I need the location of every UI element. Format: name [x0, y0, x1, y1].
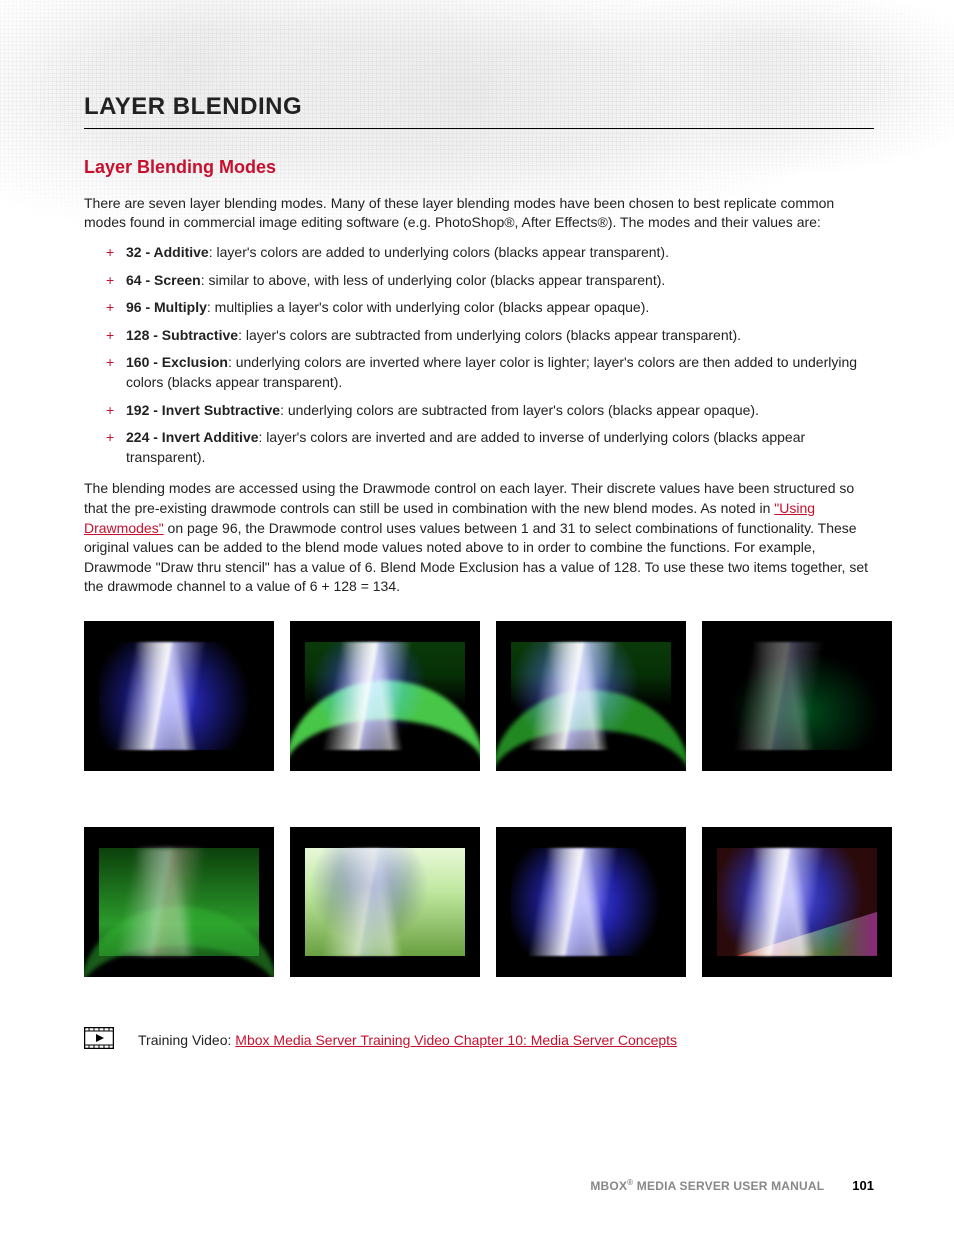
thumb-subtractive: [84, 827, 274, 977]
thumb-screen: [496, 621, 686, 771]
thumb-multiply: [702, 621, 892, 771]
blend-mode-item: 96 - Multiply: multiplies a layer's colo…: [112, 298, 874, 318]
blend-mode-lead: 64 - Screen: [126, 272, 201, 288]
blend-mode-lead: 96 - Multiply: [126, 299, 207, 315]
training-video-text: Training Video: Mbox Media Server Traini…: [138, 1031, 677, 1051]
footer-page-number: 101: [852, 1177, 874, 1195]
section-subtitle: Layer Blending Modes: [84, 155, 874, 180]
blend-mode-desc: : underlying colors are subtracted from …: [280, 402, 759, 418]
footer-product-label: MBOX® MEDIA SERVER USER MANUAL: [590, 1177, 824, 1195]
thumb-invert-additive: [702, 827, 892, 977]
thumb-image: [717, 848, 877, 956]
blend-mode-lead: 192 - Invert Subtractive: [126, 402, 280, 418]
thumbnail-row-2: [84, 827, 874, 977]
blend-mode-item: 160 - Exclusion: underlying colors are i…: [112, 353, 874, 392]
page-footer: MBOX® MEDIA SERVER USER MANUAL 101: [84, 1177, 874, 1195]
thumb-image: [305, 642, 465, 750]
body-paragraph: The blending modes are accessed using th…: [84, 479, 874, 597]
blend-mode-desc: : layer's colors are subtracted from und…: [238, 327, 741, 343]
thumb-image: [717, 642, 877, 750]
body-pre: The blending modes are accessed using th…: [84, 480, 854, 516]
blend-mode-desc: : underlying colors are inverted where l…: [126, 354, 857, 390]
intro-paragraph: There are seven layer blending modes. Ma…: [84, 194, 874, 233]
thumb-original-blue: [84, 621, 274, 771]
thumb-image: [511, 848, 671, 956]
training-video-label: Training Video:: [138, 1032, 235, 1048]
blend-mode-list: 32 - Additive: layer's colors are added …: [84, 243, 874, 467]
blend-mode-lead: 224 - Invert Additive: [126, 429, 259, 445]
footer-product: MBOX: [590, 1179, 627, 1193]
thumb-additive: [290, 621, 480, 771]
blend-mode-desc: : multiplies a layer's color with underl…: [207, 299, 649, 315]
blend-mode-item: 32 - Additive: layer's colors are added …: [112, 243, 874, 263]
blend-mode-item: 192 - Invert Subtractive: underlying col…: [112, 401, 874, 421]
blend-mode-lead: 128 - Subtractive: [126, 327, 238, 343]
blend-mode-item: 224 - Invert Additive: layer's colors ar…: [112, 428, 874, 467]
blend-mode-item: 128 - Subtractive: layer's colors are su…: [112, 326, 874, 346]
blend-mode-lead: 32 - Additive: [126, 244, 209, 260]
thumbnail-row-1: [84, 621, 874, 771]
page-title: LAYER BLENDING: [84, 90, 874, 129]
thumb-image: [305, 848, 465, 956]
training-video-link[interactable]: Mbox Media Server Training Video Chapter…: [235, 1032, 677, 1048]
thumb-image: [511, 642, 671, 750]
thumb-invert-subtractive: [496, 827, 686, 977]
training-video-row: Training Video: Mbox Media Server Traini…: [84, 1027, 874, 1055]
thumb-exclusion: [290, 827, 480, 977]
footer-label-rest: MEDIA SERVER USER MANUAL: [633, 1179, 824, 1193]
thumb-image: [99, 642, 259, 750]
video-icon: [84, 1027, 114, 1055]
blend-mode-desc: : similar to above, with less of underly…: [201, 272, 666, 288]
body-post: on page 96, the Drawmode control uses va…: [84, 520, 868, 595]
thumb-image: [99, 848, 259, 956]
blend-mode-item: 64 - Screen: similar to above, with less…: [112, 271, 874, 291]
blend-mode-lead: 160 - Exclusion: [126, 354, 228, 370]
blend-mode-desc: : layer's colors are added to underlying…: [209, 244, 669, 260]
